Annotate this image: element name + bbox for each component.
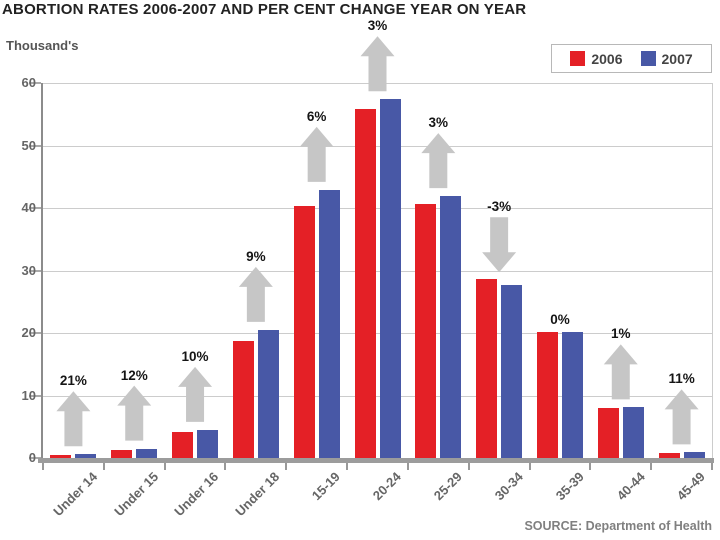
y-tick-20: [29, 332, 41, 334]
plot-right-border: [712, 83, 713, 458]
change-label-20-24: 3%: [367, 18, 388, 34]
gridline-10: [43, 395, 712, 397]
up-arrow-icon-under-18: [238, 266, 273, 322]
up-arrow-icon-15-19: [299, 126, 334, 182]
x-tick-label-under-16: Under 16: [171, 469, 222, 519]
bar-2006-20-24: [354, 109, 376, 458]
change-label-45-49: 11%: [668, 371, 695, 387]
bar-2007-15-19: [318, 189, 340, 458]
bar-2006-under-14: [50, 454, 72, 458]
bar-2007-under-18: [257, 329, 279, 458]
bar-2006-15-19: [293, 205, 315, 458]
legend-item-2007: 2007: [640, 50, 693, 67]
gridline-40: [43, 208, 712, 209]
bar-2006-45-49: [658, 453, 680, 458]
gridline-30: [43, 270, 712, 272]
y-tick-60: [29, 82, 41, 84]
x-tick-label-15-19: 15-19: [309, 469, 344, 504]
bar-2006-40-44: [597, 408, 619, 458]
legend-swatch-2007: [640, 51, 656, 66]
bar-2007-under-14: [75, 454, 97, 458]
bar-2006-under-16: [172, 432, 194, 458]
change-label-30-34: -3%: [487, 199, 512, 215]
bar-2006-25-29: [415, 203, 437, 458]
up-arrow-icon-under-16: [178, 366, 213, 422]
x-axis-tick-10: [650, 463, 653, 470]
change-label-35-39: 0%: [550, 311, 570, 327]
up-arrow-icon-under-14: [56, 391, 91, 447]
x-tick-label-20-24: 20-24: [369, 469, 405, 504]
legend: 2006 2007: [551, 44, 712, 73]
bar-2007-under-15: [136, 448, 158, 458]
y-tick-30: [29, 269, 41, 272]
y-tick-40: [29, 207, 41, 209]
up-arrow-icon-45-49: [664, 389, 699, 445]
change-label-under-18: 9%: [246, 248, 266, 264]
up-arrow-icon-under-15: [117, 385, 152, 441]
x-tick-label-under-18: Under 18: [232, 469, 283, 519]
x-axis-tick-4: [285, 463, 288, 470]
legend-label-2007: 2007: [661, 50, 693, 67]
change-label-25-29: 3%: [428, 115, 449, 131]
x-tick-label-35-39: 35-39: [552, 469, 587, 504]
bar-2006-35-39: [536, 331, 558, 458]
bar-2007-25-29: [440, 196, 462, 458]
up-arrow-icon-25-29: [421, 133, 456, 189]
bar-2007-under-16: [197, 429, 219, 458]
x-axis-tick-8: [528, 463, 531, 470]
x-tick-label-45-49: 45-49: [674, 469, 709, 504]
gridline-20: [43, 333, 712, 334]
up-arrow-icon-40-44: [603, 344, 638, 400]
y-tick-label-60: 60: [21, 75, 36, 90]
change-label-40-44: 1%: [611, 326, 631, 342]
y-tick-label-10: 10: [21, 387, 36, 403]
bar-2006-under-15: [111, 449, 133, 458]
bar-2006-under-18: [232, 340, 254, 458]
x-axis-tick-2: [163, 463, 166, 470]
source-credit: SOURCE: Department of Health: [524, 519, 712, 533]
bar-2007-20-24: [379, 99, 401, 458]
x-axis-tick-3: [224, 463, 227, 470]
y-axis-line: [41, 83, 43, 463]
x-axis-tick-5: [346, 463, 349, 470]
y-tick-label-0: 0: [28, 450, 36, 465]
y-tick-label-20: 20: [21, 325, 36, 340]
bar-2007-35-39: [561, 331, 583, 458]
y-axis-unit-label: Thousand's: [6, 38, 79, 53]
y-tick-label-50: 50: [21, 137, 36, 153]
chart-title: ABORTION RATES 2006-2007 AND PER CENT CH…: [2, 1, 527, 18]
x-axis-tick-7: [467, 463, 470, 470]
x-tick-label-40-44: 40-44: [613, 469, 648, 504]
x-axis-tick-11: [711, 463, 713, 470]
gridline-50: [43, 145, 712, 147]
x-axis-tick-6: [406, 463, 409, 470]
x-axis-tick-0: [42, 463, 44, 470]
legend-swatch-2006: [570, 51, 586, 66]
change-label-under-16: 10%: [181, 348, 209, 364]
x-axis-tick-1: [102, 463, 105, 470]
change-label-under-15: 12%: [120, 367, 148, 383]
gridline-60: [43, 83, 712, 84]
x-axis-line: [38, 458, 714, 463]
y-tick-0: [29, 457, 41, 459]
y-tick-10: [29, 394, 41, 397]
bar-2007-40-44: [622, 407, 644, 458]
x-tick-label-30-34: 30-34: [491, 469, 526, 504]
bar-2007-30-34: [501, 284, 523, 458]
y-tick-50: [29, 144, 41, 147]
y-tick-label-40: 40: [21, 200, 36, 215]
bar-2006-30-34: [476, 279, 498, 458]
bar-2007-45-49: [683, 452, 705, 458]
x-tick-label-under-15: Under 15: [110, 469, 161, 519]
down-arrow-icon-30-34: [482, 217, 517, 273]
x-axis-tick-9: [589, 463, 592, 470]
y-tick-label-30: 30: [21, 262, 36, 278]
legend-label-2006: 2006: [591, 50, 623, 67]
change-label-15-19: 6%: [306, 108, 327, 124]
x-tick-label-under-14: Under 14: [50, 469, 101, 519]
x-tick-label-25-29: 25-29: [430, 469, 465, 504]
change-label-under-14: 21%: [59, 373, 87, 389]
legend-item-2006: 2006: [570, 50, 623, 67]
